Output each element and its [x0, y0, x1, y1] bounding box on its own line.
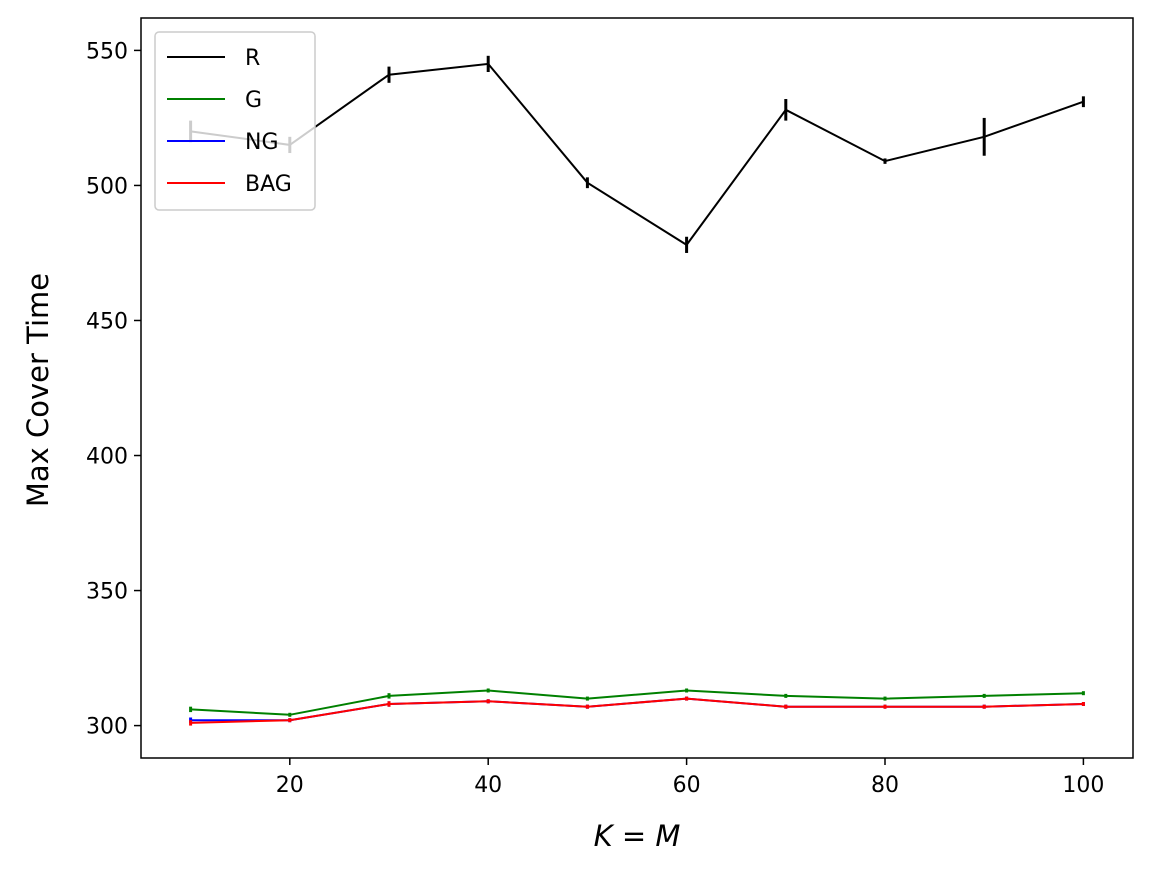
y-tick-label: 350	[86, 580, 128, 605]
x-tick-label: 80	[871, 773, 899, 798]
y-axis-label: Max Cover Time	[21, 273, 55, 507]
legend-box	[154, 31, 316, 211]
y-tick-label: 400	[86, 445, 128, 470]
x-axis-label: K = M	[594, 819, 681, 853]
y-tick-label: 550	[86, 39, 128, 64]
axes-frame	[140, 17, 1134, 759]
legend-label-r: R	[245, 46, 260, 71]
legend: RG NG BAG	[154, 31, 316, 211]
y-tick-label: 300	[86, 715, 128, 740]
plot-area	[189, 55, 1085, 726]
x-tick-label: 20	[276, 773, 304, 798]
y-tick-label: 450	[86, 309, 128, 334]
series-line-r	[190, 62, 1084, 247]
x-tick-label: 40	[474, 773, 502, 798]
legend-label-bag: BAG	[245, 172, 292, 197]
series-line-g	[190, 689, 1084, 716]
series-line-bag	[190, 697, 1084, 724]
axes: 20 40 60 80 100 300 350 400 450 500 550	[86, 17, 1134, 798]
legend-label-g: G	[245, 88, 262, 113]
x-tick-label: 100	[1062, 773, 1104, 798]
legend-label-ng: NG	[245, 130, 279, 155]
y-tick-label: 500	[86, 174, 128, 199]
x-tick-label: 60	[673, 773, 701, 798]
